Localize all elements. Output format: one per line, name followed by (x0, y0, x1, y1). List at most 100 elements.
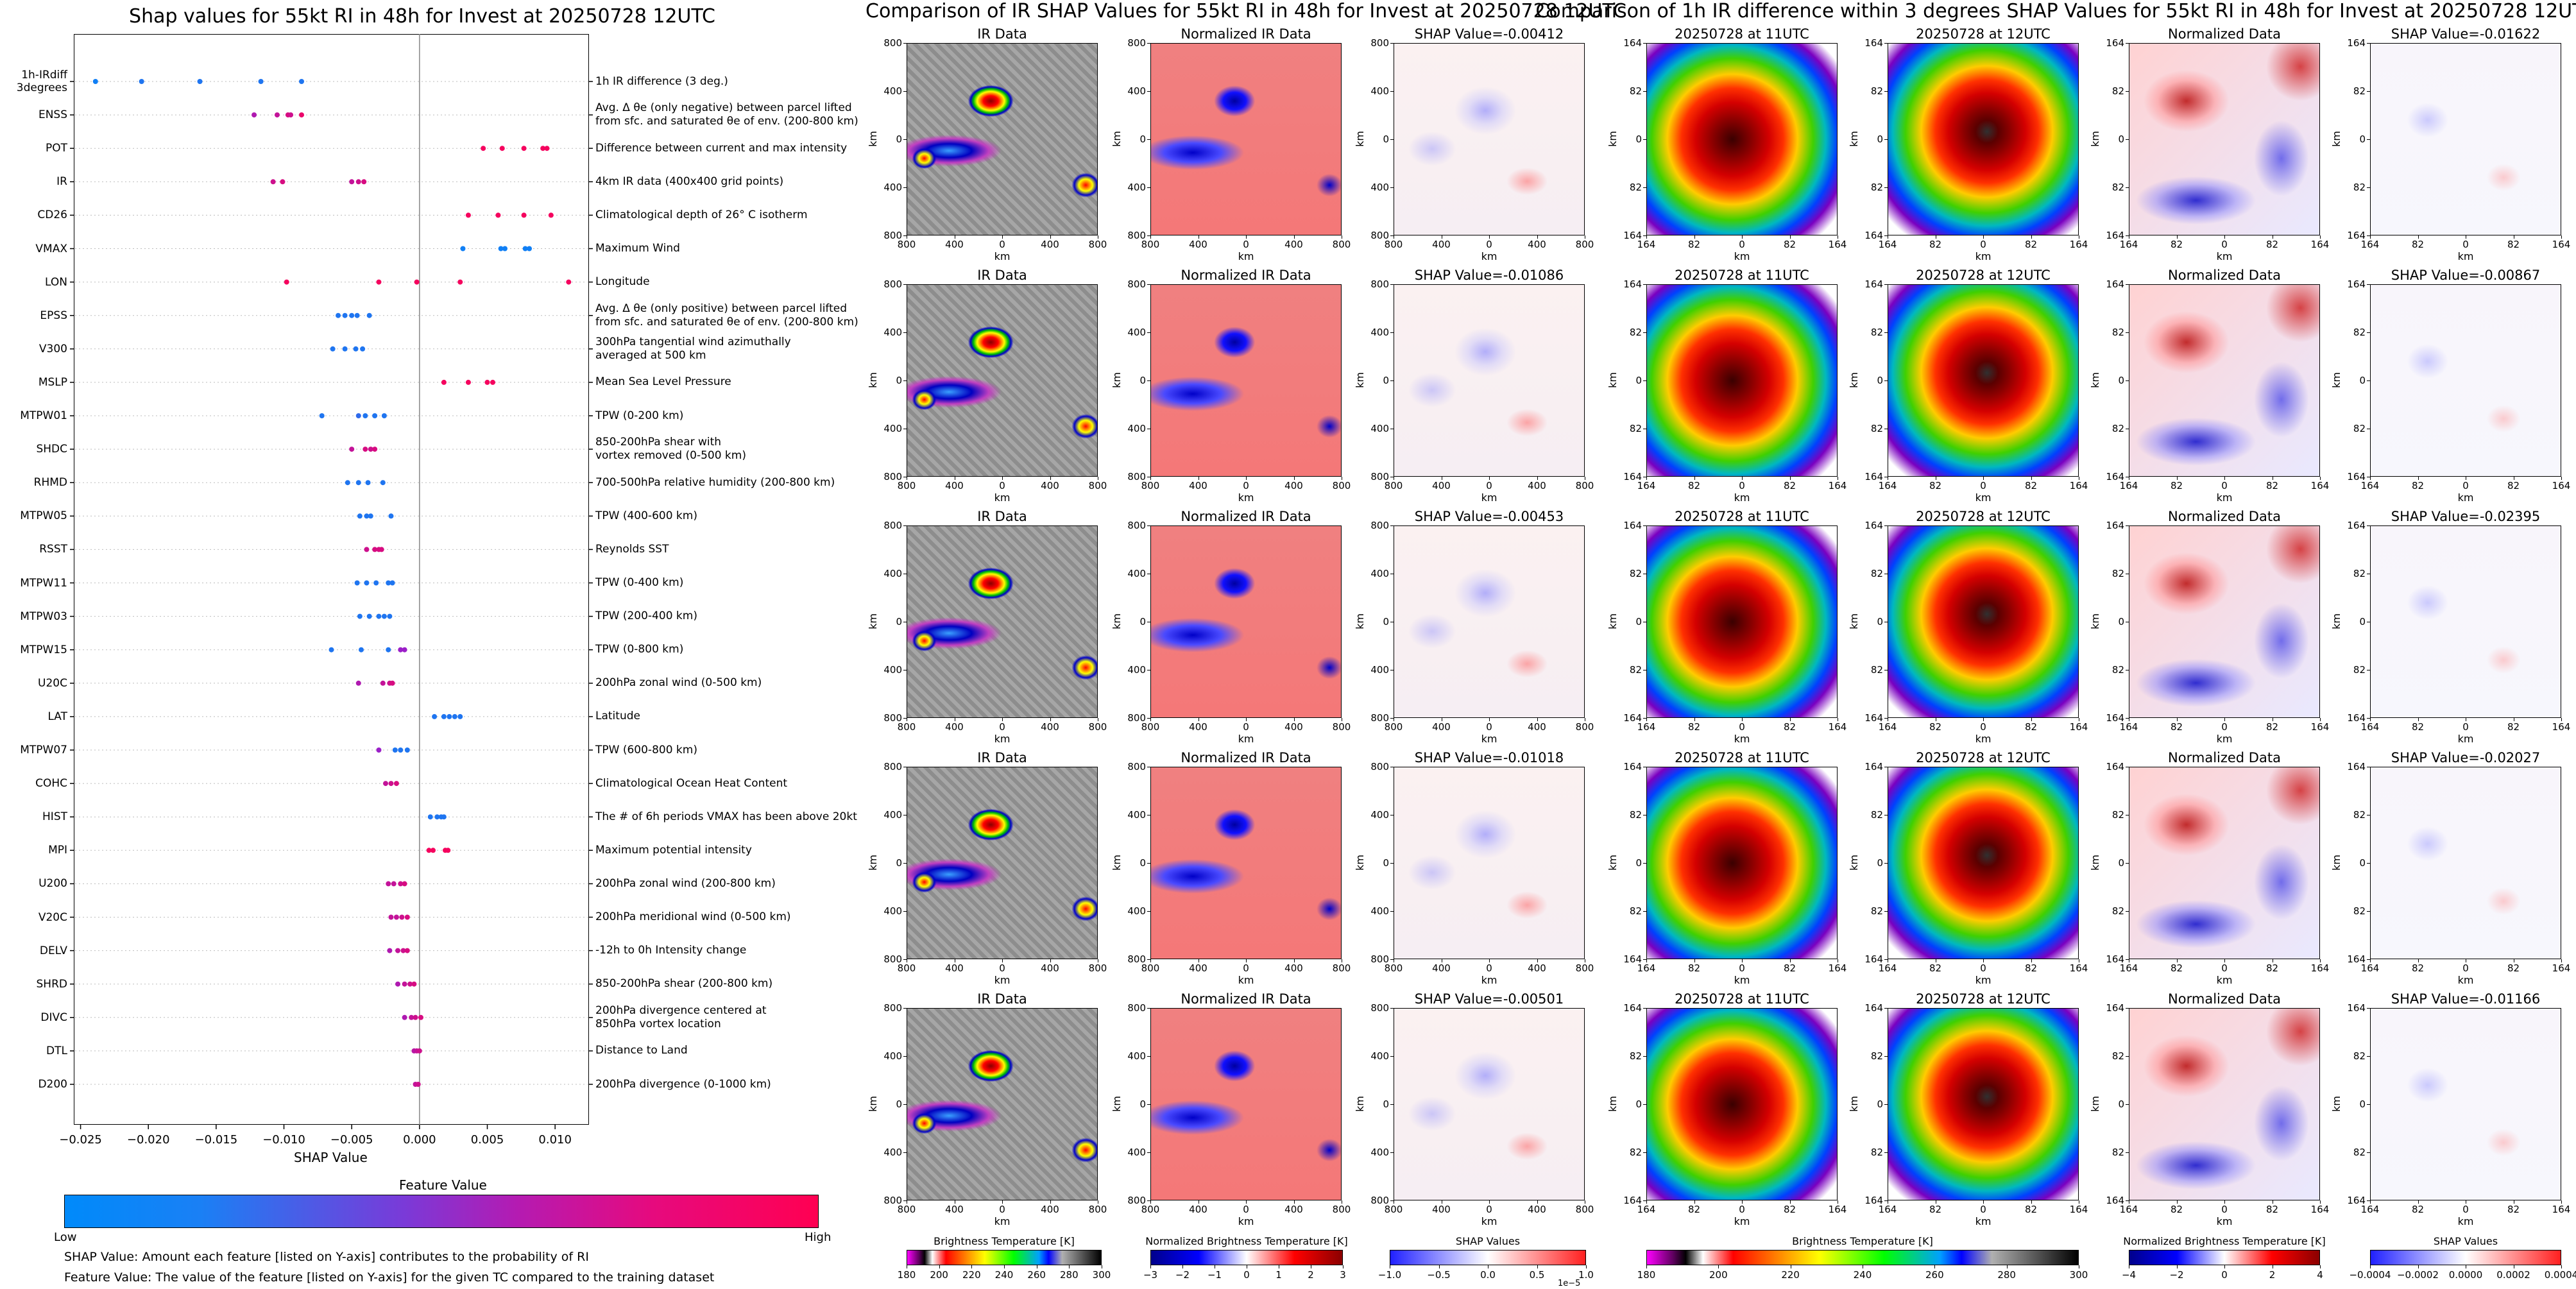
y-tick-label: 82 (1870, 423, 1883, 434)
y-tick-label: 164 (1864, 712, 1883, 724)
y-tick-mark (1390, 525, 1394, 526)
feature-label-line: D200 (38, 1078, 67, 1091)
feature-description: 850-200hPa shear with vortex removed (0-5… (595, 436, 746, 463)
shap-point (357, 513, 363, 519)
y-tick-mark (1884, 718, 1888, 719)
shap-point (481, 146, 486, 151)
diff-bt-colorbar-tick-label: 200 (1709, 1269, 1728, 1281)
x-tick-mark (1293, 1200, 1295, 1204)
x-tick-label: 800 (897, 721, 916, 733)
ir-norm-colorbar-tick-label: 1 (1275, 1269, 1282, 1281)
y-tick-label: 164 (1623, 520, 1642, 531)
x-tick-mark (1002, 235, 1003, 239)
x-tick-mark (2370, 1200, 2371, 1204)
feature-description: Mean Sea Level Pressure (595, 375, 731, 389)
x-tick-label: 400 (1284, 721, 1303, 733)
y-tick-label: 800 (1127, 230, 1146, 241)
y-tick-label: 0 (2359, 616, 2366, 627)
feature-label-line: U20C (38, 676, 67, 690)
shap-point (445, 848, 451, 853)
y-tick-mark (1147, 332, 1150, 333)
x-tick-label: 82 (1783, 962, 1796, 974)
feature-description: Avg. Δ θe (only positive) between parcel… (595, 302, 858, 329)
feature-description: TPW (0-200 km) (595, 409, 683, 423)
y-axis-label: km (1353, 372, 1366, 388)
x-tick-label: 82 (2265, 480, 2279, 491)
y-tick-label: 800 (883, 278, 902, 290)
feature-label-line: U200 (38, 877, 67, 891)
feature-description: 200hPa meridional wind (0-500 km) (595, 910, 791, 924)
x-tick-label: 0 (1980, 962, 1986, 974)
y-tick-mark (1884, 525, 1888, 526)
x-tick-label: 82 (2024, 480, 2038, 491)
ir-shap-panel (1394, 43, 1585, 235)
ir-11utc-panel-title: 20250728 at 11UTC (1675, 268, 1809, 283)
shap-point (379, 547, 384, 552)
x-tick-label: 164 (1878, 962, 1897, 974)
y-tick-mark (2126, 187, 2129, 188)
y-tick-label: 82 (1870, 327, 1883, 338)
x-tick-label: 164 (2360, 480, 2380, 491)
y-tick-label: 82 (1870, 568, 1883, 579)
x-axis-label: km (1238, 250, 1254, 262)
x-tick-label: −0.015 (195, 1133, 238, 1147)
y-tick-label: 164 (2106, 712, 2124, 724)
feature-label: MTPW05 (20, 509, 67, 522)
feature-label-line: RHMD (33, 476, 67, 490)
diff-shap-colorbar-tick-mark (2370, 1265, 2371, 1268)
feature-description-line: Longitude (595, 275, 650, 289)
diff-shap-panel-title: SHAP Value=-0.01622 (2391, 26, 2541, 42)
x-tick-mark (1537, 718, 1538, 721)
x-tick-mark (2031, 235, 2032, 239)
y-tick-label: 800 (1370, 278, 1389, 290)
ir-12utc-panel-title: 20250728 at 12UTC (1916, 991, 2051, 1007)
normalized-diff-panel (2129, 767, 2320, 959)
x-tick-mark (1742, 959, 1743, 962)
shap-plot-area (74, 34, 589, 1125)
x-tick-label: 82 (2024, 962, 2038, 974)
shap-point (280, 179, 286, 185)
y-tick-label: 0 (1383, 133, 1389, 145)
ir-data-panel (907, 767, 1098, 959)
shap-point (319, 413, 325, 418)
ir-12utc-panel-title: 20250728 at 12UTC (1916, 268, 2051, 283)
shap-point (457, 713, 463, 719)
x-tick-label: 0.000 (403, 1133, 436, 1147)
x-tick-mark (1537, 1200, 1538, 1204)
shap-point (452, 713, 457, 719)
y-tick-label: 82 (2353, 905, 2366, 917)
x-tick-label: 400 (1528, 239, 1546, 250)
shap-x-axis-label: SHAP Value (294, 1150, 368, 1165)
x-axis-label: km (2216, 250, 2233, 262)
x-tick-label: 82 (2507, 1204, 2520, 1215)
normalized-ir-panel-title: Normalized IR Data (1181, 991, 1311, 1007)
diff-bt-colorbar-tick-label: 240 (1853, 1269, 1872, 1281)
y-tick-label: 400 (1370, 85, 1389, 97)
y-tick-label: 82 (1629, 327, 1642, 338)
y-tick-label: 400 (883, 1147, 902, 1158)
shap-point (364, 580, 370, 586)
x-tick-label: 800 (1575, 1204, 1594, 1215)
x-tick-label: 800 (1384, 239, 1403, 250)
y-tick-label: 82 (1629, 1050, 1642, 1062)
x-tick-label: 800 (897, 962, 916, 974)
y-tick-mark (1643, 863, 1646, 864)
diff-bt-colorbar-tick-mark (1718, 1265, 1719, 1268)
x-tick-mark (1150, 1200, 1151, 1204)
y-tick-label: 400 (1127, 809, 1146, 821)
feature-description-line: TPW (600-800 km) (595, 743, 697, 756)
y-tick-mark (1884, 1008, 1888, 1009)
y-tick-label: 0 (1383, 1098, 1389, 1110)
feature-description-line: Latitude (595, 710, 640, 723)
feature-description-line: from sfc. and saturated θe of env. (200-… (595, 115, 858, 128)
feature-label-line: DELV (39, 944, 67, 957)
y-tick-mark (2126, 525, 2129, 526)
x-axis-label: km (1734, 1215, 1750, 1227)
feature-description-line: 1h IR difference (3 deg.) (595, 74, 728, 88)
shap-point (372, 547, 378, 552)
y-tick-label: 0 (2118, 857, 2124, 869)
x-tick-label: 82 (2265, 239, 2279, 250)
diff-shap-panel (2370, 1008, 2561, 1200)
x-axis-label: km (2216, 1215, 2233, 1227)
x-tick-mark (1646, 959, 1647, 962)
